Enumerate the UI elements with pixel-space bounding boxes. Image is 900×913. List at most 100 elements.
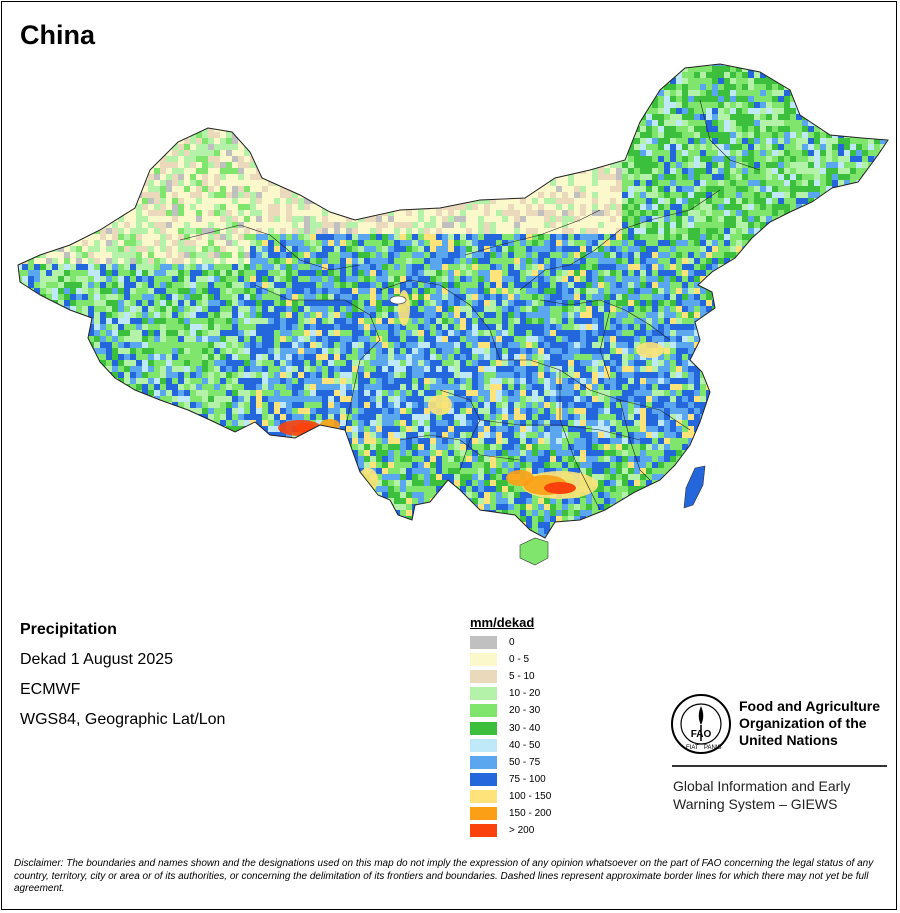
precip-cell (208, 72, 214, 78)
precip-cell (358, 234, 364, 240)
precip-cell (226, 78, 232, 84)
precip-cell (298, 90, 304, 96)
precip-cell (682, 66, 688, 72)
precip-cell (40, 252, 46, 258)
precip-cell (448, 204, 454, 210)
precip-cell (424, 168, 430, 174)
precip-cell (730, 114, 736, 120)
precip-cell (514, 168, 520, 174)
precip-cell (712, 180, 718, 186)
precip-cell (172, 204, 178, 210)
precip-cell (634, 180, 640, 186)
precip-cell (304, 228, 310, 234)
precip-cell (520, 132, 526, 138)
precip-cell (790, 174, 796, 180)
precip-cell (730, 234, 736, 240)
precip-cell (400, 144, 406, 150)
precip-cell (514, 246, 520, 252)
precip-cell (262, 246, 268, 252)
precip-cell (592, 198, 598, 204)
precip-cell (184, 210, 190, 216)
precip-cell (46, 162, 52, 168)
precip-cell (262, 186, 268, 192)
precip-cell (382, 198, 388, 204)
precip-cell (82, 96, 88, 102)
precip-cell (406, 120, 412, 126)
precip-cell (514, 132, 520, 138)
precip-cell (796, 204, 802, 210)
precip-cell (862, 138, 868, 144)
precip-cell (658, 198, 664, 204)
precip-cell (232, 120, 238, 126)
precip-cell (46, 108, 52, 114)
precip-cell (76, 156, 82, 162)
precip-cell (472, 132, 478, 138)
precip-cell (772, 222, 778, 228)
precip-cell (226, 108, 232, 114)
precip-cell (58, 222, 64, 228)
precip-cell (436, 96, 442, 102)
precip-cell (640, 252, 646, 258)
precip-cell (364, 258, 370, 264)
precip-cell (850, 234, 856, 240)
precip-cell (18, 96, 22, 102)
precip-cell (814, 234, 820, 240)
precip-cell (472, 186, 478, 192)
precip-cell (502, 210, 508, 216)
precip-cell (886, 144, 888, 150)
precip-cell (838, 108, 844, 114)
precip-cell (856, 108, 862, 114)
precip-cell (328, 204, 334, 210)
precip-cell (298, 114, 304, 120)
precip-cell (112, 64, 118, 66)
precip-cell (706, 120, 712, 126)
precip-cell (670, 234, 676, 240)
precip-cell (160, 174, 166, 180)
precip-cell (490, 234, 496, 240)
precip-cell (604, 198, 610, 204)
precip-cell (268, 114, 274, 120)
precip-cell (862, 126, 868, 132)
precip-cell (592, 240, 598, 246)
precip-cell (322, 64, 328, 66)
precip-cell (814, 144, 820, 150)
precip-cell (376, 204, 382, 210)
precip-cell (388, 64, 394, 66)
precip-cell (238, 252, 244, 258)
precip-cell (520, 144, 526, 150)
precip-cell (328, 72, 334, 78)
precip-cell (232, 84, 238, 90)
precip-cell (124, 198, 130, 204)
precip-cell (18, 72, 22, 78)
precip-cell (394, 90, 400, 96)
precip-cell (208, 180, 214, 186)
precip-cell (592, 168, 598, 174)
precip-cell (682, 240, 688, 246)
precip-cell (154, 228, 160, 234)
precip-cell (820, 234, 826, 240)
precip-cell (550, 150, 556, 156)
precip-cell (442, 72, 448, 78)
precip-cell (742, 168, 748, 174)
precip-cell (34, 162, 40, 168)
precip-cell (118, 90, 124, 96)
precip-cell (508, 186, 514, 192)
precip-cell (454, 126, 460, 132)
precip-cell (550, 192, 556, 198)
precip-cell (118, 162, 124, 168)
precip-cell (508, 168, 514, 174)
precip-cell (472, 192, 478, 198)
precip-cell (802, 246, 808, 252)
precip-cell (298, 138, 304, 144)
precip-cell (88, 150, 94, 156)
precip-cell (850, 84, 856, 90)
precip-cell (28, 246, 34, 252)
precip-cell (238, 64, 244, 66)
precip-cell (130, 246, 136, 252)
precip-cell (622, 66, 628, 72)
precip-cell (424, 102, 430, 108)
precip-cell (418, 186, 424, 192)
precip-cell (364, 64, 370, 66)
precip-cell (718, 246, 724, 252)
precip-cell (370, 156, 376, 162)
